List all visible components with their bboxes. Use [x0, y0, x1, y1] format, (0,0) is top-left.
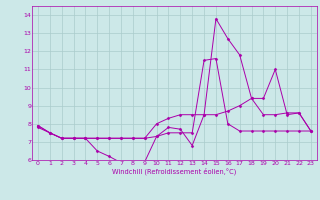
X-axis label: Windchill (Refroidissement éolien,°C): Windchill (Refroidissement éolien,°C): [112, 167, 236, 175]
